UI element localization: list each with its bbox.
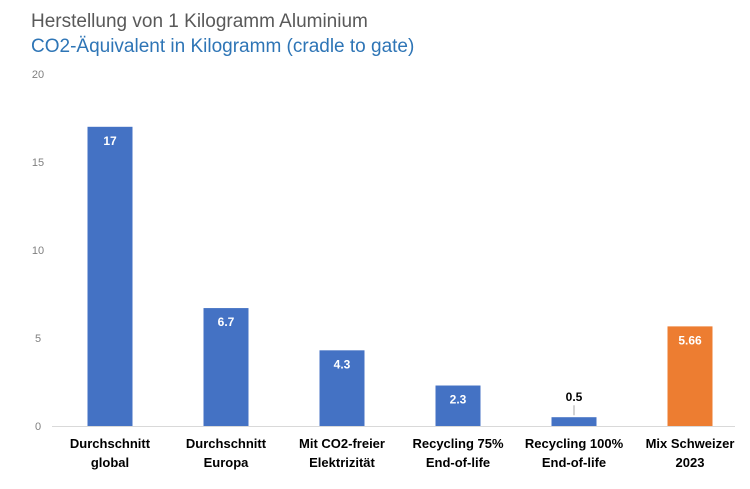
data-label: 5.66 [678,333,702,347]
x-tick-label: Recycling 100% [525,436,624,451]
bar [667,326,713,426]
data-label: 4.3 [334,357,351,371]
y-tick-label: 15 [32,157,44,169]
x-tick-label: Durchschnitt [186,436,267,451]
x-tick-label: Durchschnitt [70,436,151,451]
x-tick-label: Elektrizität [309,455,375,470]
data-label: 6.7 [218,315,235,329]
bar [319,350,365,426]
y-tick-label: 5 [35,333,41,345]
bar [87,126,133,427]
y-tick-label: 10 [32,245,44,257]
x-tick-label: End-of-life [542,455,606,470]
y-tick-label: 20 [32,69,44,81]
chart-title: Herstellung von 1 Kilogramm Aluminium [31,11,368,32]
x-tick-label: Mix Schweizer [646,436,735,451]
x-axis: Durchschnitt global Durchschnitt Europa Mit … [52,426,735,470]
bar [435,385,481,426]
bars: 17 6.7 4.3 2.3 0.5 5.66 [87,126,713,427]
bar [551,417,597,426]
x-tick-label: 2023 [676,455,705,470]
data-label: 0.5 [566,390,583,404]
x-tick-label: End-of-life [426,455,490,470]
x-tick-label: Mit CO2-freier [299,436,385,451]
x-tick-label: Recycling 75% [412,436,503,451]
y-axis: 0 5 10 15 20 [32,69,44,433]
chart-subtitle: CO2-Äquivalent in Kilogramm (cradle to g… [31,36,415,57]
y-tick-label: 0 [35,421,41,433]
x-tick-label: Europa [204,455,250,470]
data-label: 17 [103,134,117,148]
data-label: 2.3 [450,393,467,407]
x-tick-label: global [91,455,129,470]
bar [203,308,249,426]
